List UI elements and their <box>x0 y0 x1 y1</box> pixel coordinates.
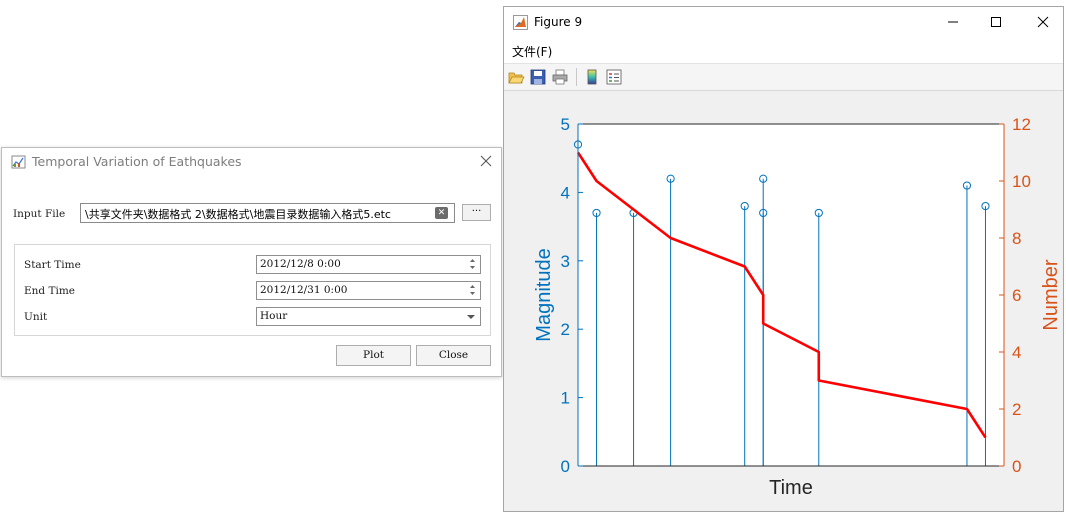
stem-marker <box>981 201 990 211</box>
spinner-icon[interactable] <box>469 284 476 296</box>
right-tick-label: 0 <box>1012 457 1021 476</box>
x-axis-label: Time <box>769 477 813 499</box>
right-tick-label: 2 <box>1012 400 1021 419</box>
clear-icon[interactable]: ✕ <box>435 207 448 219</box>
temporal-variation-dialog: Temporal Variation of Eathquakes Input F… <box>1 147 502 377</box>
matlab-icon <box>513 15 528 30</box>
left-tick-label: 5 <box>561 115 570 134</box>
figure-title: Figure 9 <box>534 15 583 29</box>
end-time-label: End Time <box>24 285 76 297</box>
browse-button[interactable]: ··· <box>462 204 491 221</box>
input-file-label: Input File <box>13 208 66 220</box>
close-button[interactable]: Close <box>416 345 491 366</box>
left-axis-label: Magnitude <box>533 248 555 341</box>
save-icon[interactable] <box>529 68 547 86</box>
right-tick-label: 6 <box>1012 286 1021 305</box>
right-tick-label: 4 <box>1012 343 1021 362</box>
menu-file[interactable]: 文件(F) <box>512 45 553 59</box>
axes-background <box>578 124 1004 466</box>
legend-icon[interactable] <box>605 68 623 86</box>
end-time-value: 2012/12/31 0:00 <box>260 284 348 296</box>
right-tick-label: 8 <box>1012 229 1021 248</box>
chart-app-icon <box>11 155 26 169</box>
figure-titlebar: Figure 9 <box>504 7 1063 38</box>
spinner-icon[interactable] <box>469 258 476 270</box>
plot-button[interactable]: Plot <box>336 345 411 366</box>
unit-value: Hour <box>260 310 288 322</box>
left-tick-label: 2 <box>561 320 570 339</box>
right-tick-label: 12 <box>1012 115 1031 134</box>
start-time-value: 2012/12/8 0:00 <box>260 258 341 270</box>
plot-area: 0 1 2 3 4 5 0 2 4 6 8 10 12 Time Magnitude Number <box>504 91 1063 511</box>
maximize-icon[interactable] <box>984 11 1008 33</box>
figure-window: Figure 9 文件(F) <box>503 6 1064 512</box>
dialog-title: Temporal Variation of Eathquakes <box>32 154 242 169</box>
close-icon[interactable] <box>1031 11 1055 33</box>
print-icon[interactable] <box>551 68 569 86</box>
stem-marker <box>740 201 749 211</box>
input-file-field[interactable]: \共享文件夹\数据格式 2\数据格式\地震目录数据输入格式5.etc <box>80 203 455 223</box>
start-time-label: Start Time <box>24 259 81 271</box>
figure-toolbar <box>504 63 1063 91</box>
number-line <box>576 151 987 439</box>
stem-marker <box>666 174 675 183</box>
start-time-picker[interactable]: 2012/12/8 0:00 <box>256 255 481 274</box>
stem-marker <box>962 181 972 190</box>
stem-marker <box>592 208 601 218</box>
left-tick-label: 0 <box>561 457 570 476</box>
figure-menubar: 文件(F) <box>504 38 1063 63</box>
open-icon[interactable] <box>507 68 525 86</box>
end-time-picker[interactable]: 2012/12/31 0:00 <box>256 281 481 300</box>
colorbar-icon[interactable] <box>583 68 601 86</box>
right-tick-label: 10 <box>1012 172 1031 191</box>
parameters-group <box>14 244 491 336</box>
stem-marker <box>759 174 768 183</box>
unit-label: Unit <box>24 311 48 323</box>
close-icon[interactable] <box>477 152 495 170</box>
toolbar-separator <box>576 68 577 86</box>
right-axis-label: Number <box>1040 259 1062 330</box>
left-tick-label: 4 <box>561 183 570 202</box>
dialog-titlebar: Temporal Variation of Eathquakes <box>2 148 501 178</box>
input-file-value: \共享文件夹\数据格式 2\数据格式\地震目录数据输入格式5.etc <box>85 208 391 221</box>
left-tick-label: 3 <box>561 252 570 271</box>
unit-select[interactable]: Hour <box>256 307 481 326</box>
chevron-down-icon <box>467 315 475 319</box>
minimize-icon[interactable] <box>941 11 965 33</box>
left-tick-label: 1 <box>561 389 570 408</box>
stem-marker <box>814 208 823 218</box>
